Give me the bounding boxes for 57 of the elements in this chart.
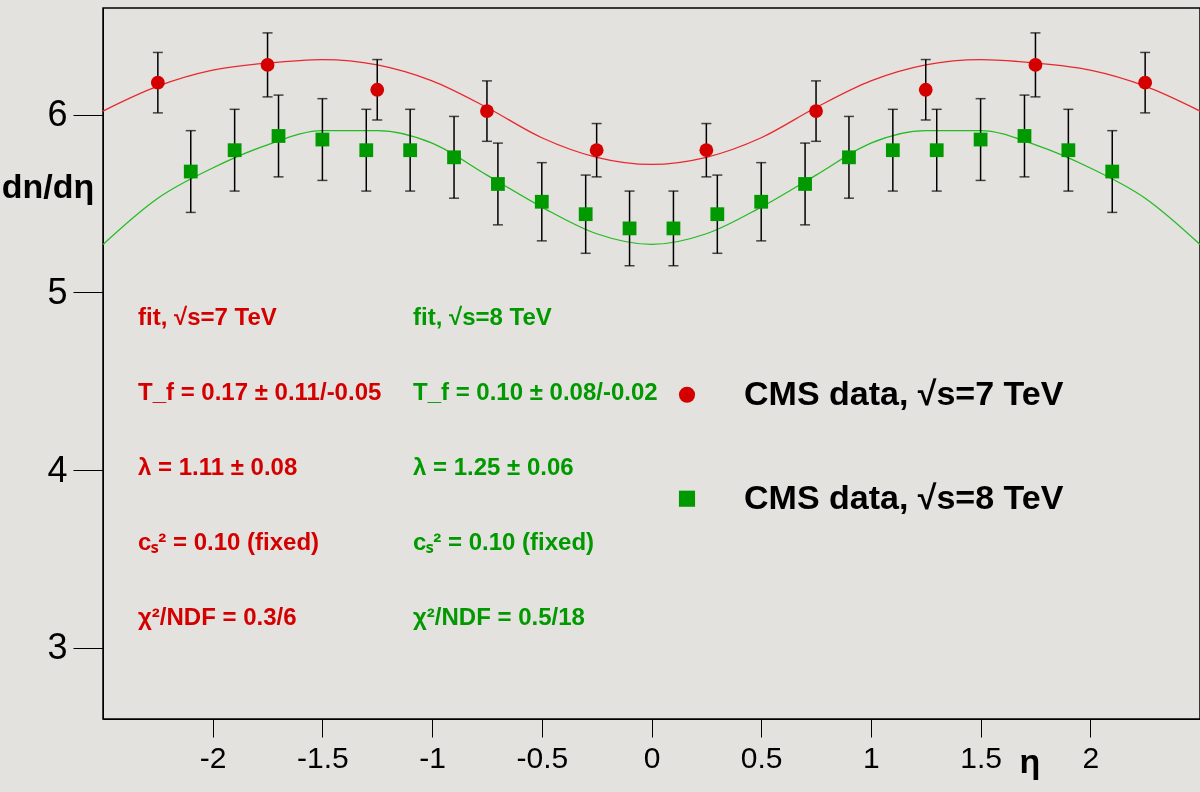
x-tick-label: -0.5 <box>516 740 569 774</box>
point <box>150 75 165 90</box>
point <box>929 143 944 158</box>
point <box>1028 58 1043 72</box>
point <box>809 104 823 118</box>
point <box>403 143 418 158</box>
annotation: λ = 1.25 ± 0.06 <box>413 453 574 480</box>
annotation: cₛ² = 0.10 (fixed) <box>413 528 595 555</box>
point <box>1061 143 1076 158</box>
point <box>885 143 900 158</box>
point <box>359 143 374 158</box>
point <box>699 143 714 158</box>
annotation: fit, √s=8 TeV <box>413 303 552 330</box>
x-axis-title: η <box>1019 742 1041 780</box>
point <box>534 194 549 209</box>
x-tick-label: -1.5 <box>297 740 349 774</box>
line-series <box>102 130 1200 246</box>
x-tick-label: 0.5 <box>740 740 783 774</box>
annotation: T_f = 0.10 ± 0.08/-0.02 <box>413 378 658 405</box>
point <box>1017 129 1032 143</box>
annotation: χ²/NDF = 0.3/6 <box>138 603 297 630</box>
x-tick-label: 2 <box>1082 740 1100 774</box>
x-tick-label: 0 <box>643 740 661 774</box>
point <box>842 150 856 165</box>
y-tick-label: 5 <box>47 270 68 312</box>
point <box>918 82 933 97</box>
x-tick-label: -2 <box>199 740 227 774</box>
annotation: χ²/NDF = 0.5/18 <box>413 603 585 630</box>
point <box>754 194 769 209</box>
point <box>260 58 275 72</box>
point <box>1138 75 1153 90</box>
point <box>1105 164 1120 179</box>
point <box>271 129 286 143</box>
y-tick-label: 3 <box>47 626 68 668</box>
point <box>589 143 604 158</box>
point <box>370 82 385 97</box>
legend-label: CMS data, √s=8 TeV <box>744 477 1064 516</box>
annotation: cₛ² = 0.10 (fixed) <box>138 528 320 555</box>
annotation: fit, √s=7 TeV <box>138 303 277 330</box>
y-axis-title: dn/dη <box>1 167 95 205</box>
point <box>798 177 812 191</box>
annotation: T_f = 0.17 ± 0.11/-0.05 <box>138 378 382 405</box>
point <box>710 207 725 222</box>
point <box>183 164 198 179</box>
annotation: λ = 1.11 ± 0.08 <box>138 453 298 480</box>
x-tick-label: 1 <box>863 740 880 774</box>
point <box>578 207 593 222</box>
y-tick-label: 6 <box>47 93 68 135</box>
point <box>227 143 242 158</box>
point <box>480 104 494 118</box>
point <box>491 177 505 191</box>
legend-label: CMS data, √s=7 TeV <box>744 373 1064 412</box>
y-tick-label: 4 <box>47 448 68 490</box>
x-tick-label: 1.5 <box>960 740 1002 774</box>
line-series <box>102 58 1200 166</box>
point <box>447 150 461 165</box>
x-tick-label: -1 <box>419 740 446 774</box>
